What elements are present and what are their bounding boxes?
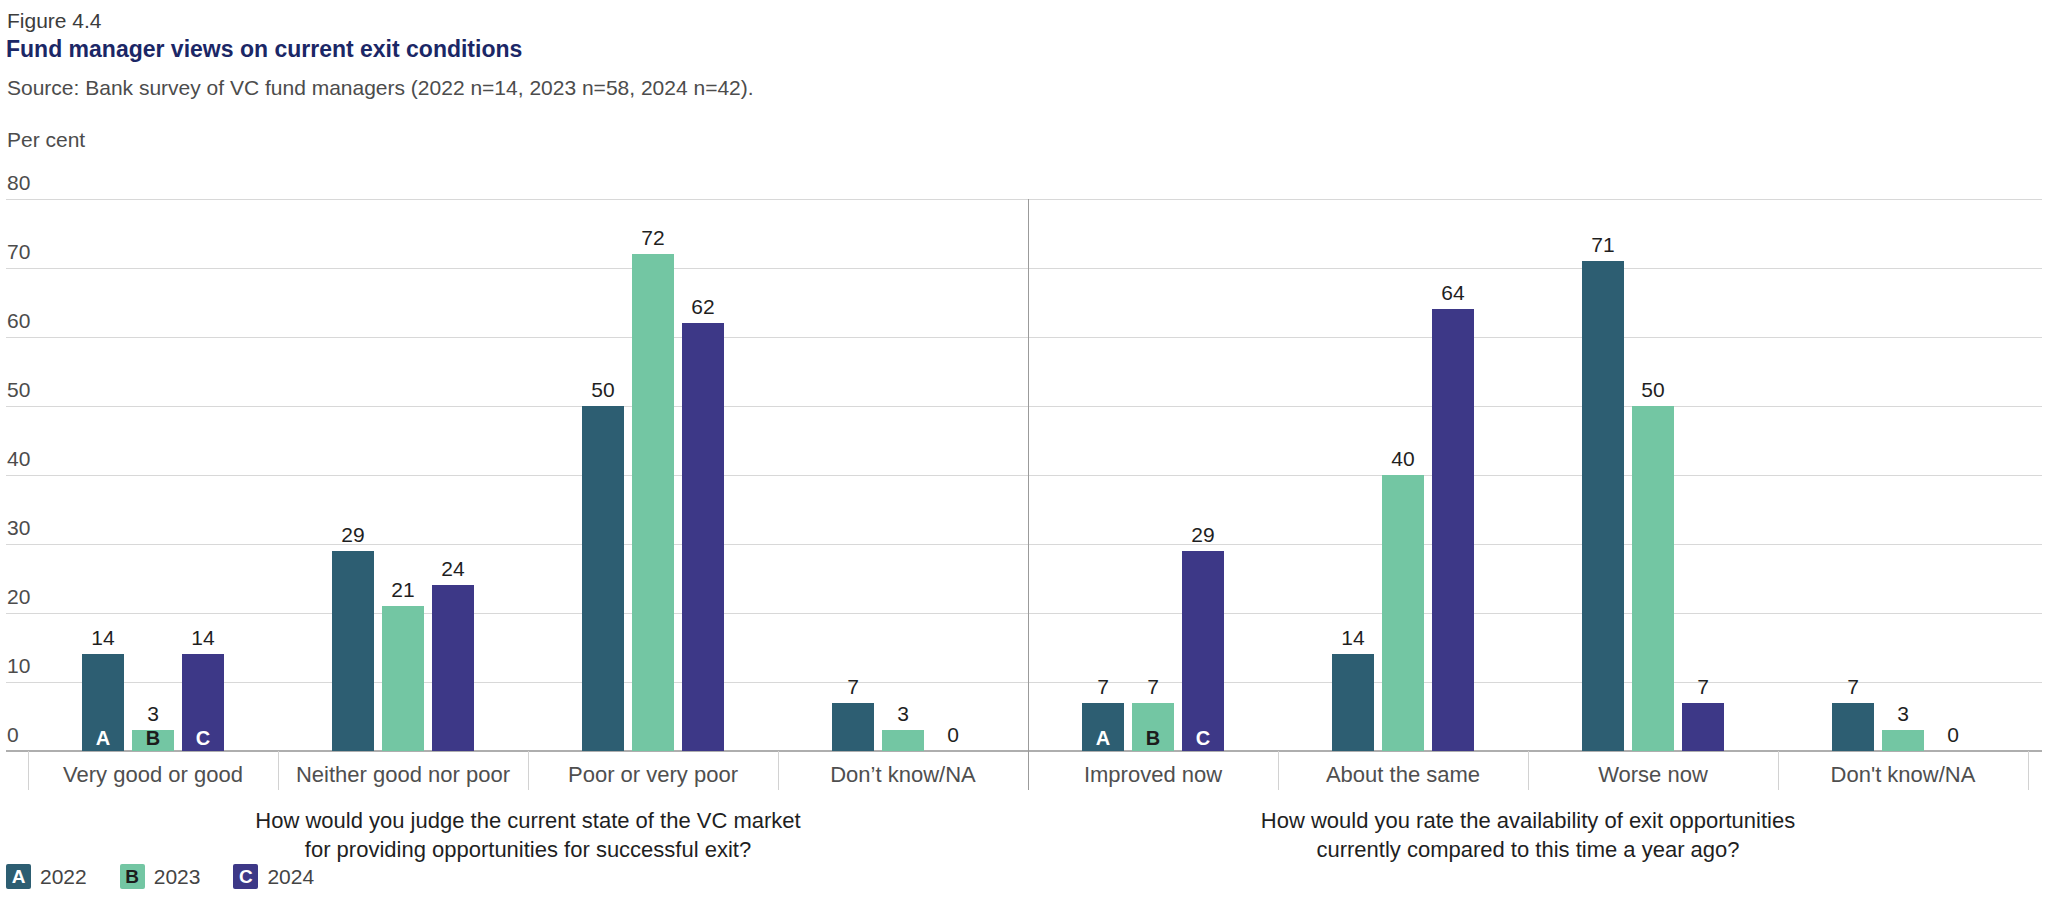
- gridline-20: [6, 613, 2042, 614]
- bar-2023-poor-or-very-poor: [632, 254, 674, 751]
- legend-swatch-2022: A: [6, 864, 31, 889]
- value-label: 7: [1661, 675, 1745, 699]
- value-label: 71: [1561, 233, 1645, 257]
- value-label: 62: [661, 295, 745, 319]
- value-label: 24: [411, 557, 495, 581]
- legend-item-2024: C 2024: [233, 864, 314, 889]
- value-label: 7: [811, 675, 895, 699]
- series-letter-2022: A: [1082, 728, 1124, 748]
- bar-2022-about-the-same: [1332, 654, 1374, 751]
- panel-caption-2: How would you rate the availability of e…: [1058, 806, 1998, 864]
- category-label: Poor or very poor: [528, 762, 778, 788]
- series-letter-2024: C: [1182, 728, 1224, 748]
- value-label: 50: [1611, 378, 1695, 402]
- value-label: 14: [61, 626, 145, 650]
- gridline-80: [6, 199, 2042, 200]
- bar-2024-poor-or-very-poor: [682, 323, 724, 751]
- panel-caption-line: currently compared to this time a year a…: [1058, 835, 1998, 864]
- bar-2022-improved-now: A: [1082, 703, 1124, 751]
- legend-item-2023: B 2023: [120, 864, 201, 889]
- bar-2023-neither-good-nor-poor: [382, 606, 424, 751]
- y-tick-label-80: 80: [7, 171, 30, 195]
- legend-swatch-2023: B: [120, 864, 145, 889]
- value-label: 64: [1411, 281, 1495, 305]
- y-tick-label-70: 70: [7, 240, 30, 264]
- category-label: Improved now: [1028, 762, 1278, 788]
- legend-swatch-2024: C: [233, 864, 258, 889]
- category-label: Neither good nor poor: [278, 762, 528, 788]
- category-axis-tick: [2028, 751, 2029, 790]
- bar-2024-very-good-or-good: C: [182, 654, 224, 751]
- value-label: 7: [1811, 675, 1895, 699]
- bar-2023-about-the-same: [1382, 475, 1424, 751]
- panel-caption-line: How would you rate the availability of e…: [1058, 806, 1998, 835]
- bar-2024-improved-now: C: [1182, 551, 1224, 751]
- category-label: Very good or good: [28, 762, 278, 788]
- gridline-40: [6, 475, 2042, 476]
- legend-label-2024: 2024: [267, 865, 314, 889]
- panel-caption-line: How would you judge the current state of…: [58, 806, 998, 835]
- gridline-70: [6, 268, 2042, 269]
- value-label: 72: [611, 226, 695, 250]
- y-tick-label-40: 40: [7, 447, 30, 471]
- y-tick-label-30: 30: [7, 516, 30, 540]
- series-letter-2024: C: [182, 728, 224, 748]
- gridline-60: [6, 337, 2042, 338]
- value-label: 0: [1911, 723, 1995, 747]
- y-tick-label-10: 10: [7, 654, 30, 678]
- value-label: 29: [311, 523, 395, 547]
- y-tick-label-0: 0: [7, 723, 19, 747]
- category-label: About the same: [1278, 762, 1528, 788]
- legend-label-2023: 2023: [154, 865, 201, 889]
- gridline-50: [6, 406, 2042, 407]
- bar-2023-very-good-or-good: B: [132, 730, 174, 751]
- value-label: 29: [1161, 523, 1245, 547]
- x-axis-baseline: [6, 750, 2042, 752]
- value-label: 14: [161, 626, 245, 650]
- y-tick-label-60: 60: [7, 309, 30, 333]
- panel-caption-line: for providing opportunities for successf…: [58, 835, 998, 864]
- legend-item-2022: A 2022: [6, 864, 87, 889]
- bar-2024-worse-now: [1682, 703, 1724, 751]
- bar-2023-worse-now: [1632, 406, 1674, 751]
- category-label: Don’t know/NA: [778, 762, 1028, 788]
- series-letter-2023: B: [132, 728, 174, 748]
- series-letter-2022: A: [82, 728, 124, 748]
- y-tick-label-20: 20: [7, 585, 30, 609]
- bar-2022-worse-now: [1582, 261, 1624, 751]
- chart-legend: A 2022 B 2023 C 2024: [6, 864, 314, 889]
- category-label: Don't know/NA: [1778, 762, 2028, 788]
- bar-2024-about-the-same: [1432, 309, 1474, 751]
- bar-2024-neither-good-nor-poor: [432, 585, 474, 751]
- category-label: Worse now: [1528, 762, 1778, 788]
- legend-label-2022: 2022: [40, 865, 87, 889]
- series-letter-2023: B: [1132, 728, 1174, 748]
- y-tick-label-50: 50: [7, 378, 30, 402]
- bar-2023-improved-now: B: [1132, 703, 1174, 751]
- bar-2022-poor-or-very-poor: [582, 406, 624, 751]
- panel-divider: [1028, 199, 1029, 790]
- panel-caption-1: How would you judge the current state of…: [58, 806, 998, 864]
- value-label: 0: [911, 723, 995, 747]
- chart-area: 01020304050607080A14B3C14Very good or go…: [0, 0, 2048, 907]
